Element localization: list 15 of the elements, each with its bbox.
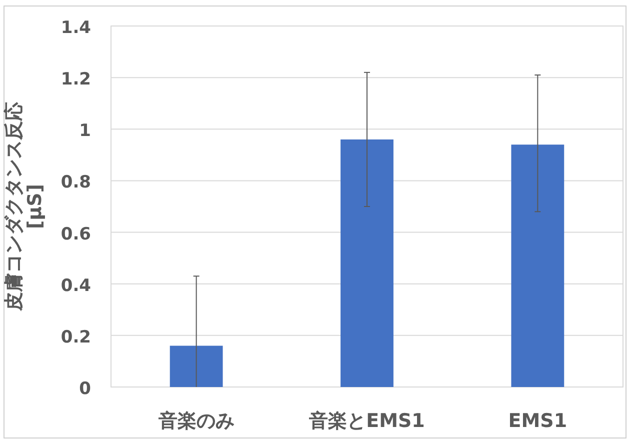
x-tick-label: 音楽とEMS1 xyxy=(308,410,425,432)
y-tick-label: 0.2 xyxy=(60,327,91,348)
x-tick-label: 音楽のみ xyxy=(157,410,234,432)
bar xyxy=(170,346,223,387)
y-tick-label: 1.2 xyxy=(60,70,91,90)
y-tick-label: 0.4 xyxy=(60,276,92,296)
y-axis-title: 皮膚コンダクタンス反応 [μS] xyxy=(3,102,46,312)
x-tick-label: EMS1 xyxy=(508,410,568,432)
y-tick-label: 0.8 xyxy=(60,172,91,193)
y-tick-label: 0.6 xyxy=(60,224,91,244)
bar xyxy=(340,139,394,387)
y-tick-label: 0 xyxy=(79,379,92,399)
bar xyxy=(511,144,564,387)
y-tick-label: 1 xyxy=(79,121,91,142)
y-tick-label: 1.4 xyxy=(60,18,92,38)
